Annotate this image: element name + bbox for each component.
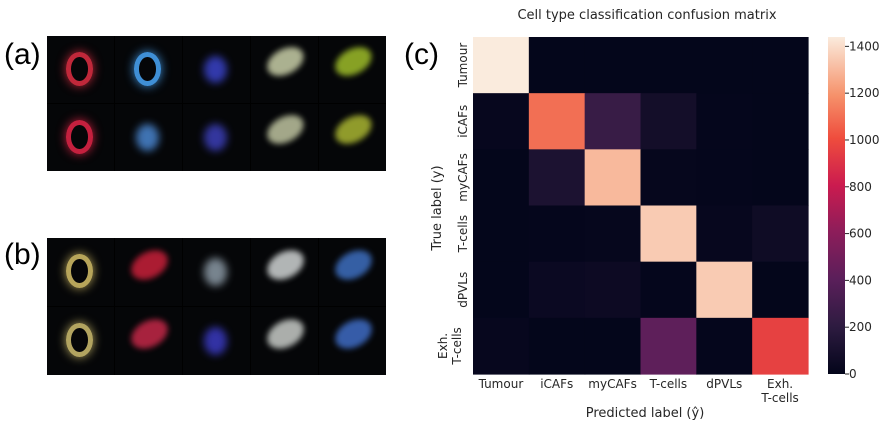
y-tick-label: Tumour — [456, 43, 470, 89]
colorbar-tick-label: 800 — [849, 180, 872, 194]
heatmap-cell-r3-c3 — [640, 205, 697, 263]
panel-label-b: (b) — [4, 238, 41, 271]
x-tick-label: T-cells — [649, 377, 687, 391]
x-tick-label: myCAFs — [588, 377, 637, 391]
cell-ring — [65, 323, 93, 358]
heatmap-cell-r1-c5 — [752, 93, 809, 150]
micrograph-a-tile-3 — [183, 36, 250, 103]
heatmap-cell-r5-c4 — [696, 317, 753, 375]
micrograph-b-tile-2 — [115, 238, 182, 306]
heatmap-cell-r1-c1 — [528, 93, 586, 150]
colorbar-tick-label: 0 — [849, 367, 857, 381]
colorbar-tick-label: 1200 — [849, 86, 880, 100]
micrograph-b-tile-9 — [251, 307, 318, 375]
panel-label-a: (a) — [4, 38, 41, 71]
heatmap-cell-r2-c5 — [752, 149, 809, 207]
micrograph-a-tile-8 — [183, 104, 250, 171]
micrograph-a-tile-1 — [47, 36, 114, 103]
heatmap-cell-r0-c5 — [752, 37, 809, 94]
colorbar-tick-label: 200 — [849, 320, 872, 334]
cell-blob — [204, 56, 228, 83]
heatmap-cell-r2-c3 — [640, 149, 697, 207]
micrograph-b-tile-3 — [183, 238, 250, 306]
x-tick-label: Exh. T-cells — [760, 377, 798, 405]
heatmap-cell-r4-c3 — [640, 261, 697, 319]
x-tick-label: dPVLs — [706, 377, 742, 391]
heatmap-cell-r5-c2 — [584, 317, 642, 375]
heatmap-cell-r0-c1 — [528, 37, 586, 94]
heatmap-cell-r3-c4 — [696, 205, 753, 263]
micrograph-grid-b — [47, 238, 386, 375]
heatmap-cell-r0-c4 — [696, 37, 753, 94]
heatmap-cell-r4-c5 — [752, 261, 809, 319]
x-tick-label: iCAFs — [540, 377, 573, 391]
heatmap-cell-r1-c2 — [584, 93, 642, 150]
y-tick-label: Exh.T-cells — [436, 327, 464, 365]
heatmap-cell-r5-c0 — [473, 317, 530, 375]
cell-ring — [65, 52, 93, 86]
x-tick-label: Tumour — [478, 377, 524, 391]
heatmap-cell-r2-c0 — [473, 149, 530, 207]
colorbar-tick-label: 1000 — [849, 133, 880, 147]
heatmap-cell-r1-c3 — [640, 93, 697, 150]
heatmap-cell-r3-c0 — [473, 205, 530, 263]
micrograph-a-tile-5 — [319, 36, 386, 103]
micrograph-grid-a — [47, 36, 386, 171]
panel-label-c: (c) — [404, 38, 439, 71]
micrograph-a-tile-6 — [47, 104, 114, 171]
micrograph-a-tile-7 — [115, 104, 182, 171]
heatmap-cell-r5-c5 — [752, 317, 809, 375]
x-axis-label: Predicted label (ŷ) — [586, 406, 705, 421]
cell-blob — [204, 327, 228, 355]
micrograph-b-tile-10 — [319, 307, 386, 375]
heatmap-cell-r3-c1 — [528, 205, 586, 263]
heatmap-cell-r0-c0 — [473, 37, 530, 94]
cell-ring — [65, 120, 93, 154]
colorbar-tick-label: 400 — [849, 273, 872, 287]
y-axis-label: True label (y) — [430, 165, 445, 251]
chart-title: Cell type classification confusion matri… — [517, 8, 776, 23]
cell-ring — [65, 254, 93, 289]
y-tick-label: T-cells — [456, 215, 470, 253]
cell-blob — [136, 124, 160, 151]
micrograph-a-tile-9 — [251, 104, 318, 171]
cell-blob — [204, 258, 228, 286]
heatmap-cell-r1-c4 — [696, 93, 753, 150]
heatmap-cell-r4-c2 — [584, 261, 642, 319]
micrograph-b-tile-1 — [47, 238, 114, 306]
heatmap-cell-r2-c4 — [696, 149, 753, 207]
heatmap-cell-r5-c3 — [640, 317, 697, 375]
micrograph-b-tile-5 — [319, 238, 386, 306]
heatmap-cell-r4-c4 — [696, 261, 753, 319]
micrograph-b-tile-4 — [251, 238, 318, 306]
heatmap-cell-r0-c2 — [584, 37, 642, 94]
cell-ring — [133, 52, 161, 86]
micrograph-b-tile-7 — [115, 307, 182, 375]
micrograph-b-tile-8 — [183, 307, 250, 375]
cell-blob — [204, 124, 228, 151]
y-tick-label: myCAFs — [456, 153, 470, 202]
heatmap-cell-r4-c0 — [473, 261, 530, 319]
heatmap-cell-r3-c5 — [752, 205, 809, 263]
micrograph-a-tile-4 — [251, 36, 318, 103]
colorbar-tick-label: 600 — [849, 227, 872, 241]
micrograph-b-tile-6 — [47, 307, 114, 375]
heatmap-cell-r1-c0 — [473, 93, 530, 150]
heatmap-cell-r3-c2 — [584, 205, 642, 263]
heatmap-cell-r2-c1 — [528, 149, 586, 207]
heatmap-cell-r4-c1 — [528, 261, 586, 319]
micrograph-a-tile-10 — [319, 104, 386, 171]
heatmap-cell-r2-c2 — [584, 149, 642, 207]
y-tick-label: dPVLs — [456, 272, 470, 308]
heatmap-cell-r0-c3 — [640, 37, 697, 94]
micrograph-a-tile-2 — [115, 36, 182, 103]
colorbar — [828, 37, 845, 374]
y-tick-label: iCAFs — [456, 105, 470, 138]
colorbar-tick-label: 1400 — [849, 39, 880, 53]
heatmap-cell-r5-c1 — [528, 317, 586, 375]
